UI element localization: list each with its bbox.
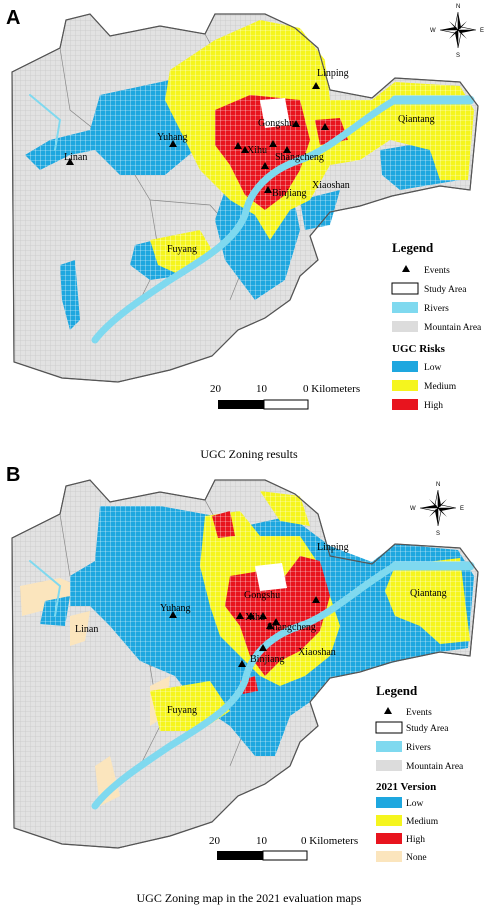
legend-mountain-b: Mountain Area [406,762,464,772]
legend-study-area-a: Study Area [424,285,467,295]
compass-n-a: N [456,4,460,10]
inner-patch-b [255,563,287,591]
scale-black-segment-a [218,400,264,409]
legend-low-b: Low [406,799,424,809]
legend-events-a: Events [424,266,450,276]
place-yuhang-b: Yuhang [160,603,191,614]
caption-a: UGC Zoning results [200,447,298,461]
scale-0-a: 0 Kilometers [303,383,360,395]
legend-low-a: Low [424,363,442,373]
panel-b-letter: B [6,464,20,486]
legend-medium-b: Medium [406,817,439,827]
legend-study-area-b: Study Area [406,724,449,734]
legend-medium-a: Medium [424,382,457,392]
place-shangcheng-b: Shangcheng [267,622,316,633]
place-shangcheng-a: Shangcheng [275,152,324,163]
place-xihu-a: Xihu [247,145,267,156]
study-area-map-a [11,13,479,383]
compass-s-a: S [456,53,460,59]
compass-a: N E S W [430,4,484,59]
place-binjiang-b: Binjiang [250,654,284,665]
compass-n-b: N [436,482,440,488]
scale-20-b: 20 [209,835,221,847]
compass-w-b: W [410,506,416,512]
legend-none-swatch-b [376,851,402,862]
place-fuyang-a: Fuyang [167,244,197,255]
legend-high-a: High [424,401,443,411]
place-labels-a: Linping Qiantang Gongshu Yuhang Xihu Sha… [64,68,435,255]
place-linping-a: Linping [317,68,349,79]
place-xiaoshan-b: Xiaoshan [298,647,336,658]
legend-high-swatch-b [376,833,402,844]
legend-title-a: Legend [392,240,434,255]
place-binjiang-a: Binjiang [272,188,306,199]
compass-w-a: W [430,28,436,34]
legend-low-swatch-b [376,797,402,808]
compass-e-b: E [460,506,464,512]
place-yuhang-a: Yuhang [157,132,188,143]
place-qiantang-b: Qiantang [410,588,447,599]
legend-none-b: None [406,853,427,863]
event-markers-b [169,596,320,667]
high-zones-b [212,511,330,694]
legend-low-swatch-a [392,361,418,372]
rivers-b [29,560,475,810]
legend-mountain-a: Mountain Area [424,323,482,333]
legend-subtitle-a: UGC Risks [392,343,446,355]
place-xihu-b: Xihu [245,612,265,623]
place-linan-a: Linan [64,152,87,163]
legend-rivers-a: Rivers [424,304,449,314]
scale-black-segment-b [217,851,263,860]
medium-risk-zones-a [150,20,474,275]
event-markers-a [66,82,329,193]
legend-rivers-swatch-a [392,302,418,313]
scale-white-segment-a [263,399,309,410]
place-xiaoshan-a: Xiaoshan [312,180,350,191]
legend-study-area-swatch-b [375,721,403,734]
place-gongshu-a: Gongshu [258,118,294,129]
place-linan-b: Linan [75,624,98,635]
place-gongshu-b: Gongshu [244,590,280,601]
legend-a: Legend Events Study Area Rivers Mountain… [391,240,482,411]
legend-subtitle-b: 2021 Version [376,781,436,793]
scale-bar-a: 20 10 0 Kilometers [210,383,360,410]
study-area-map-b [11,479,479,849]
scale-0-b: 0 Kilometers [301,835,358,847]
scale-10-a: 10 [256,383,268,395]
compass-e-a: E [480,28,484,34]
scale-white-segment-b [262,850,308,861]
place-linping-b: Linping [317,542,349,553]
legend-high-b: High [406,835,425,845]
rivers-a [29,94,475,344]
legend-study-area-swatch-a [391,282,419,295]
legend-high-swatch-a [392,399,418,410]
legend-events-symbol-a [402,265,410,272]
legend-medium-swatch-a [392,380,418,391]
panel-b: B [6,464,479,905]
caption-b: UGC Zoning map in the 2021 evaluation ma… [137,891,362,905]
place-qiantang-a: Qiantang [398,114,435,125]
legend-events-symbol-b [384,707,392,714]
place-fuyang-b: Fuyang [167,705,197,716]
scale-20-a: 20 [210,383,222,395]
legend-mountain-swatch-a [392,321,418,332]
inner-patch-a [260,98,290,128]
legend-b: Legend Events Study Area Rivers Mountain… [375,683,464,863]
legend-rivers-b: Rivers [406,743,431,753]
legend-events-b: Events [406,708,432,718]
place-labels-b: Linping Qiantang Gongshu Yuhang Xihu Sha… [75,542,447,716]
compass-b: N E S W [410,482,464,537]
scale-10-b: 10 [256,835,268,847]
legend-title-b: Legend [376,683,418,698]
panel-a: A [6,4,484,461]
panel-a-letter: A [6,7,20,29]
compass-s-b: S [436,531,440,537]
legend-mountain-swatch-b [376,760,402,771]
legend-medium-swatch-b [376,815,402,826]
scale-bar-b: 20 10 0 Kilometers [209,835,358,861]
legend-rivers-swatch-b [376,741,402,752]
